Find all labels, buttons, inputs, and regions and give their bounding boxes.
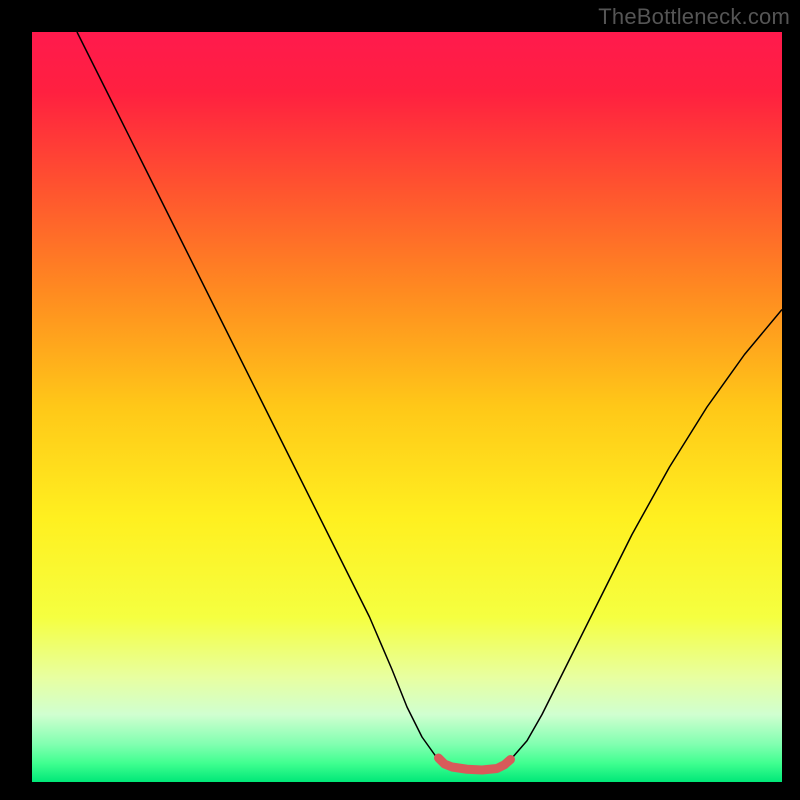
chart-background: [32, 32, 782, 782]
chart-border: [0, 0, 32, 800]
watermark-text: TheBottleneck.com: [598, 4, 790, 30]
chart-container: TheBottleneck.com: [0, 0, 800, 800]
bottleneck-chart: [0, 0, 800, 800]
chart-border: [782, 0, 800, 800]
chart-border: [0, 782, 800, 800]
